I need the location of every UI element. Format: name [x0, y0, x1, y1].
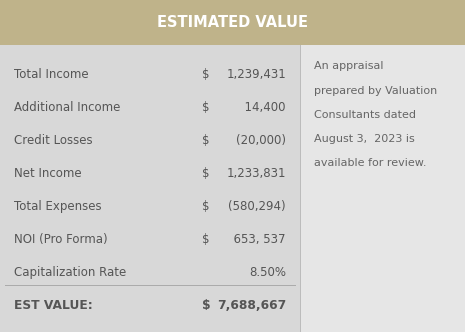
Text: An appraisal: An appraisal	[314, 61, 383, 71]
Text: ESTIMATED VALUE: ESTIMATED VALUE	[157, 15, 308, 30]
Text: 653, 537: 653, 537	[226, 233, 286, 246]
Text: (580,294): (580,294)	[228, 200, 286, 213]
Text: $: $	[202, 299, 211, 312]
Text: EST VALUE:: EST VALUE:	[14, 299, 93, 312]
Text: $: $	[202, 134, 210, 147]
Text: Additional Income: Additional Income	[14, 101, 120, 114]
Text: Total Income: Total Income	[14, 68, 88, 81]
FancyBboxPatch shape	[300, 45, 465, 332]
Text: 8.50%: 8.50%	[249, 266, 286, 279]
Text: $: $	[202, 167, 210, 180]
Text: Net Income: Net Income	[14, 167, 81, 180]
FancyBboxPatch shape	[0, 0, 465, 45]
Text: Consultants dated: Consultants dated	[314, 110, 416, 120]
Text: 1,239,431: 1,239,431	[226, 68, 286, 81]
Text: 7,688,667: 7,688,667	[217, 299, 286, 312]
Text: available for review.: available for review.	[314, 158, 426, 168]
Text: Credit Losses: Credit Losses	[14, 134, 93, 147]
Text: NOI (Pro Forma): NOI (Pro Forma)	[14, 233, 107, 246]
Text: August 3,  2023 is: August 3, 2023 is	[314, 134, 415, 144]
Text: $: $	[202, 68, 210, 81]
Text: $: $	[202, 233, 210, 246]
FancyBboxPatch shape	[0, 45, 300, 332]
Text: 14,400: 14,400	[238, 101, 286, 114]
Text: (20,000): (20,000)	[236, 134, 286, 147]
Text: $: $	[202, 200, 210, 213]
Text: $: $	[202, 101, 210, 114]
Text: Capitalization Rate: Capitalization Rate	[14, 266, 126, 279]
Text: 1,233,831: 1,233,831	[226, 167, 286, 180]
Text: prepared by Valuation: prepared by Valuation	[314, 86, 437, 96]
Text: Total Expenses: Total Expenses	[14, 200, 101, 213]
